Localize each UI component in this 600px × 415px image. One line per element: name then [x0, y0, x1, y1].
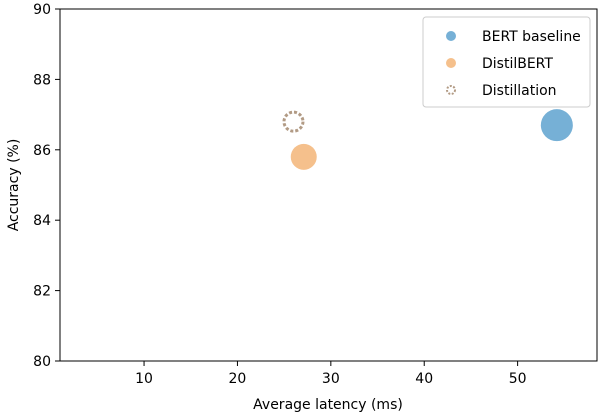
x-tick-label: 20	[229, 371, 247, 387]
legend-marker-bert-baseline	[446, 31, 456, 41]
point-distilbert	[290, 143, 317, 170]
data-points	[282, 109, 573, 170]
x-tick-label: 10	[135, 371, 153, 387]
y-tick-label: 82	[33, 284, 51, 300]
y-tick-label: 90	[33, 2, 51, 18]
legend: BERT baseline DistilBERT Distillation	[422, 16, 591, 108]
x-axis: 10 20 30 40 50	[135, 361, 527, 387]
x-tick-label: 30	[322, 371, 340, 387]
legend-label-bert-baseline: BERT baseline	[482, 29, 581, 45]
y-axis: 80 82 84 86 88 90	[33, 2, 60, 370]
legend-marker-distilbert	[446, 58, 456, 68]
legend-box	[422, 16, 591, 108]
y-tick-label: 88	[33, 72, 51, 88]
x-tick-label: 50	[509, 371, 527, 387]
point-distillation	[282, 110, 305, 133]
x-tick-label: 40	[415, 371, 433, 387]
y-tick-label: 80	[33, 354, 51, 370]
legend-items: BERT baseline DistilBERT Distillation	[446, 29, 581, 99]
y-axis-title: Accuracy (%)	[6, 139, 22, 232]
legend-label-distilbert: DistilBERT	[482, 56, 553, 72]
x-axis-title: Average latency (ms)	[253, 397, 403, 413]
point-bert-baseline	[540, 109, 573, 142]
legend-label-distillation: Distillation	[482, 83, 557, 99]
y-tick-label: 86	[33, 143, 51, 159]
legend-marker-distillation	[446, 85, 456, 95]
y-tick-label: 84	[33, 213, 51, 229]
